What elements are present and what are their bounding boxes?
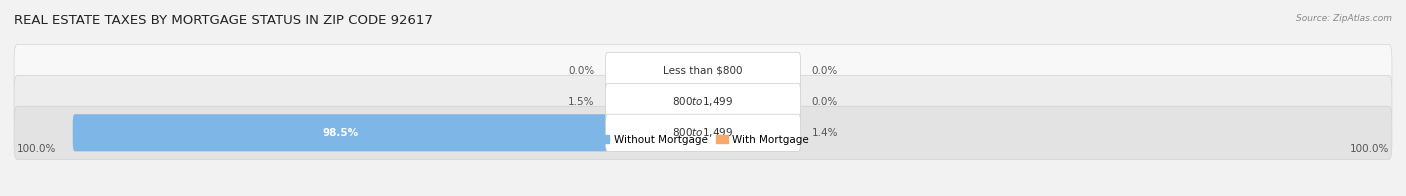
FancyBboxPatch shape bbox=[606, 52, 800, 90]
Text: Source: ZipAtlas.com: Source: ZipAtlas.com bbox=[1296, 14, 1392, 23]
FancyBboxPatch shape bbox=[14, 75, 1392, 128]
Text: 98.5%: 98.5% bbox=[323, 128, 359, 138]
Text: 100.0%: 100.0% bbox=[1350, 144, 1389, 154]
Text: 0.0%: 0.0% bbox=[811, 97, 838, 107]
FancyBboxPatch shape bbox=[14, 44, 1392, 98]
FancyBboxPatch shape bbox=[14, 106, 1392, 159]
Legend: Without Mortgage, With Mortgage: Without Mortgage, With Mortgage bbox=[593, 130, 813, 149]
FancyBboxPatch shape bbox=[606, 114, 800, 151]
Text: 0.0%: 0.0% bbox=[811, 66, 838, 76]
Text: Less than $800: Less than $800 bbox=[664, 66, 742, 76]
Text: REAL ESTATE TAXES BY MORTGAGE STATUS IN ZIP CODE 92617: REAL ESTATE TAXES BY MORTGAGE STATUS IN … bbox=[14, 14, 433, 27]
Text: $800 to $1,499: $800 to $1,499 bbox=[672, 126, 734, 139]
Text: 1.5%: 1.5% bbox=[568, 97, 595, 107]
Text: $800 to $1,499: $800 to $1,499 bbox=[672, 95, 734, 108]
Text: 1.4%: 1.4% bbox=[811, 128, 838, 138]
FancyBboxPatch shape bbox=[606, 83, 800, 120]
Text: 100.0%: 100.0% bbox=[17, 144, 56, 154]
Text: 0.0%: 0.0% bbox=[568, 66, 595, 76]
FancyBboxPatch shape bbox=[73, 114, 609, 151]
